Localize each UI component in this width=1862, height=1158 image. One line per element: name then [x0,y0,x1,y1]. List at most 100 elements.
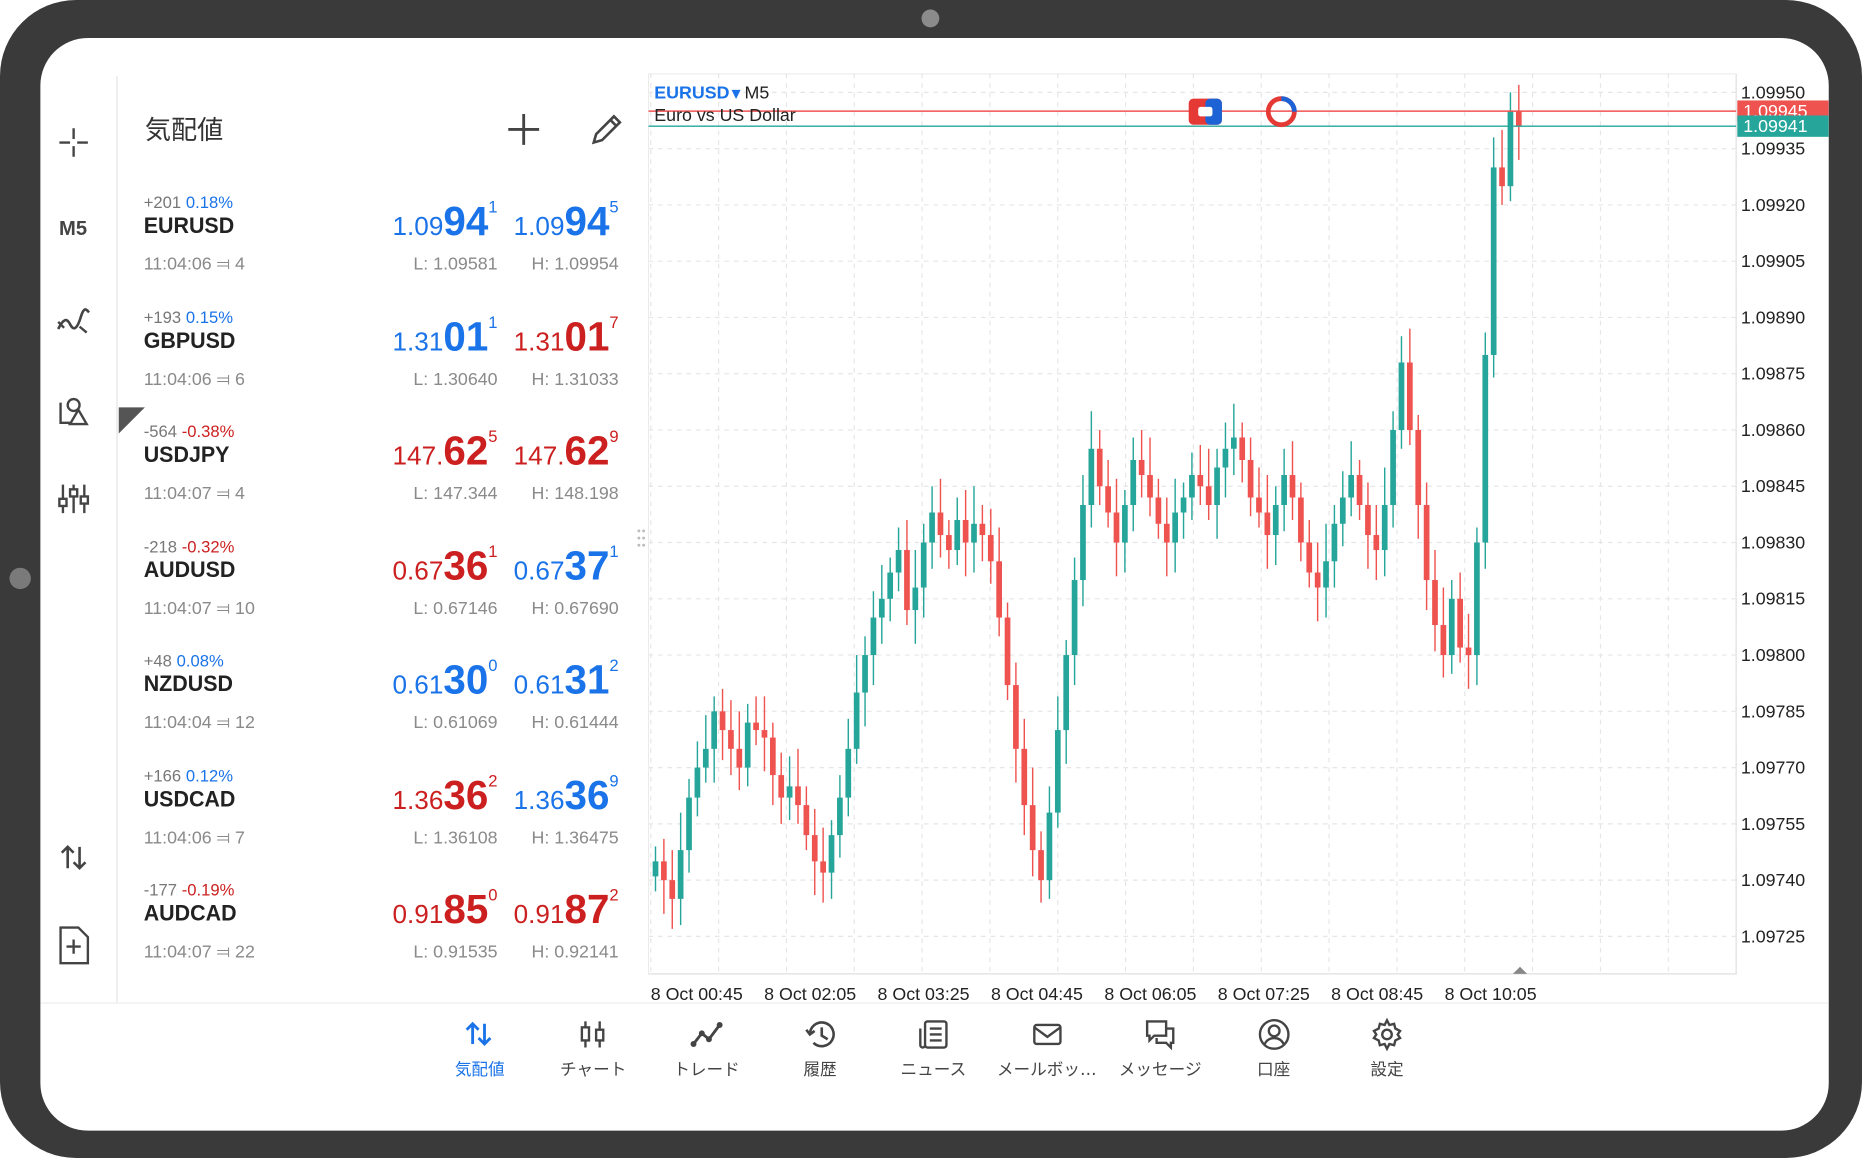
candle-body [728,730,734,749]
candle-body [744,722,751,768]
nav-label: 気配値 [454,1060,505,1080]
change-percent: 0.08% [176,650,224,670]
nav-item-quotes-arrows[interactable]: 気配値 [423,1014,537,1085]
candle-body [1515,111,1522,127]
bid-price-point: 1 [488,197,498,217]
candle-body [929,512,935,543]
candle-body [1289,475,1296,498]
change-points: +48 0.08% [144,651,224,670]
nav-item-trade-line[interactable]: トレード [650,1014,764,1085]
spread-icon: ⫤ [216,827,231,848]
nav-item-news[interactable]: ニュース [876,1014,990,1085]
symbol-name: EURUSD [143,213,235,239]
high-price: H: 1.09954 [531,254,619,275]
candle-body [1222,448,1229,468]
news-icon [919,1020,948,1049]
quote-time: 11:04:06 ⫤ 6 [144,369,245,389]
bid-price-point: 5 [488,426,498,446]
candle-body [1440,625,1447,656]
spread-value: 7 [235,827,245,848]
time-tick-label: 8 Oct 03:25 [878,984,970,1004]
settings-sliders-icon[interactable] [40,477,105,520]
quote-row-gbpusd[interactable]: +193 0.15% GBPUSD 11:04:06 ⫤ 6 1.31011 1.3101… [118,307,648,421]
candle-body [1381,505,1388,551]
spread-value: 22 [235,941,255,963]
candle-body [1180,497,1187,513]
new-order-icon[interactable] [40,922,105,970]
quote-row-usdjpy[interactable]: -564 -0.38% USDJPY 11:04:07 ⫤ 4 147.625 147.6… [118,422,648,536]
candle-body [1172,512,1179,543]
change-points: -218 -0.32% [144,536,235,555]
candle-body [971,523,977,543]
quote-row-audcad[interactable]: -177 -0.19% AUDCAD 11:04:07 ⫤ 22 0.91850 0.91… [118,880,648,994]
change-percent: -0.19% [181,880,235,900]
price-tick-label: 1.09875 [1741,364,1805,384]
quote-row-nzdusd[interactable]: +48 0.08% NZDUSD 11:04:04 ⫤ 12 0.61300 0.6131… [118,651,648,765]
nav-label: 履歴 [803,1060,837,1080]
change-value: +193 [143,307,182,327]
bid-price-point: 2 [488,770,498,790]
bid-price-pips: 85 [443,887,489,933]
add-symbol-button[interactable] [504,109,544,149]
change-points: +166 0.12% [144,765,233,784]
candle-body [769,737,776,776]
edit-symbols-button[interactable] [587,109,627,149]
quote-row-audusd[interactable]: -218 -0.32% AUDUSD 11:04:07 ⫤ 10 0.67361 0.67… [118,536,648,650]
nav-item-chart-candles[interactable]: チャート [536,1014,650,1085]
bid-price: 0.61300 [393,656,498,704]
settings-gear-icon [1372,1017,1402,1052]
quote-row-usdcad[interactable]: +166 0.12% USDCAD 11:04:06 ⫤ 7 1.36362 1.3636… [118,765,648,879]
nav-item-settings-gear[interactable]: 設定 [1330,1014,1444,1085]
quote-time: 11:04:04 ⫤ 12 [144,713,255,733]
candle-body [1197,475,1204,487]
nav-item-chat[interactable]: メッセージ [1103,1014,1217,1085]
nav-item-mail[interactable]: メールボッ… [990,1014,1104,1085]
spread-icon: ⫤ [216,254,231,275]
price-chart[interactable]: 1.09950 1.09935 1.09920 1.09905 1.09890 1.098… [648,73,1829,1012]
symbol-name: GBPUSD [143,328,236,354]
pencil-icon [591,114,622,145]
spread-value: 10 [235,598,255,619]
nav-item-account[interactable]: 口座 [1217,1014,1331,1085]
price-tick-label: 1.09845 [1741,476,1805,496]
bid-price-big-figure: 147. [392,440,444,471]
crosshair-icon[interactable] [40,119,105,167]
change-percent: 0.15% [185,307,234,327]
candle-body [1113,512,1120,543]
candle-body [1256,497,1262,513]
ask-price: 1.09945 [514,197,619,246]
quote-row-eurusd[interactable]: +201 0.18% EURUSD 11:04:06 ⫤ 4 1.09941 1.0994… [118,192,648,306]
indicators-icon[interactable] [40,299,105,342]
nav-label: 口座 [1256,1060,1291,1080]
time-value: 11:04:06 [143,254,212,275]
candle-body [677,850,684,899]
bid-price: 1.36362 [393,770,498,819]
ask-price-pips: 94 [564,199,610,245]
change-percent: -0.32% [181,536,235,556]
high-price: H: 0.92141 [531,941,619,963]
candle-body [987,535,994,562]
high-price: H: 148.198 [531,483,619,504]
symbol-name: USDCAD [143,786,236,812]
price-tick-label: 1.09755 [1741,814,1805,834]
plus-icon [508,114,540,145]
low-price: L: 1.30640 [413,368,498,389]
candle-body [1130,460,1137,506]
time-tick-label: 8 Oct 07:25 [1218,984,1310,1004]
candle-body [1272,505,1279,536]
ask-price-big-figure: 1.31 [513,326,565,356]
chat-icon [1145,1020,1175,1051]
nav-item-history-clock[interactable]: 履歴 [763,1014,877,1085]
candle-body [1046,812,1053,881]
candle-body [1465,647,1472,656]
symbol-name: AUDCAD [143,901,237,927]
splitter-handle[interactable] [637,527,647,548]
chart-candles-icon [580,1021,604,1048]
candle-body [1423,505,1430,581]
objects-icon[interactable] [40,390,105,433]
trade-arrows-icon[interactable] [40,836,105,879]
timeframe-button[interactable]: M5 [40,211,105,247]
candle-body [1264,512,1271,536]
spread-icon: ⫤ [216,712,231,733]
ask-price-big-figure: 1.36 [513,784,565,815]
